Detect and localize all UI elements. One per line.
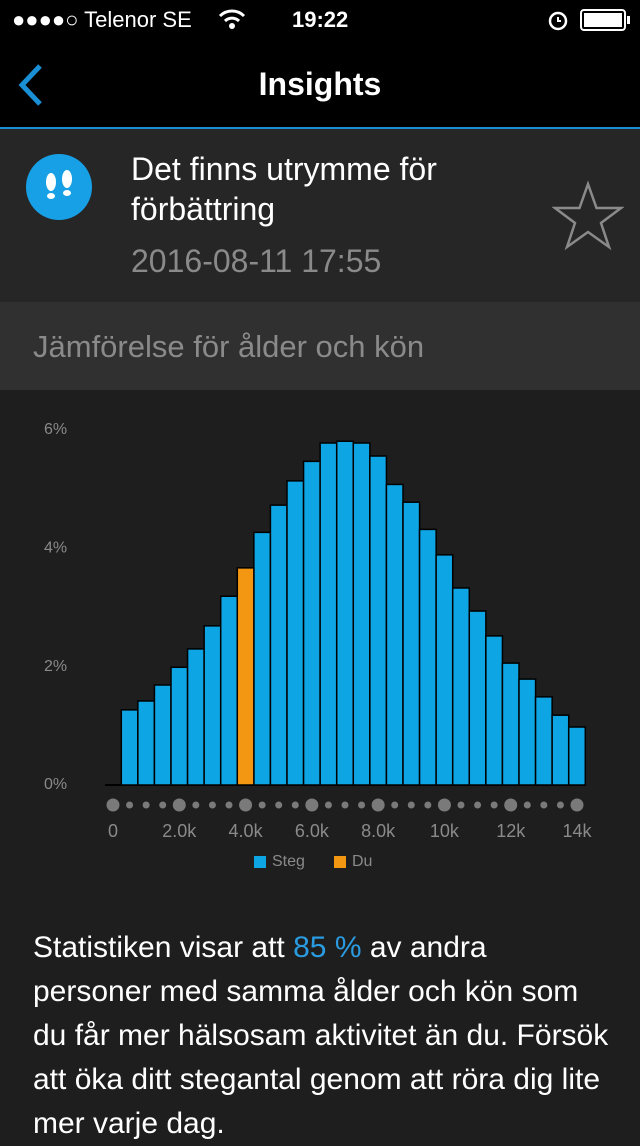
x-minor-dot (523, 801, 531, 809)
bar (551, 714, 570, 786)
x-tick-label: 4.0k (229, 821, 264, 841)
section-header: Jämförelse för ålder och kön (0, 302, 640, 390)
y-tick-label: 6% (44, 421, 67, 438)
bar (451, 587, 471, 786)
nav-bar: Insights (0, 40, 640, 129)
alarm-icon (548, 11, 568, 31)
x-minor-dot (358, 801, 366, 809)
insight-title: Det finns utrymme för förbättring (131, 151, 437, 227)
x-minor-dot (208, 801, 216, 809)
back-button[interactable] (14, 62, 46, 108)
x-minor-dot (142, 801, 150, 809)
steps-icon (26, 154, 92, 220)
x-minor-dot (540, 801, 548, 809)
x-tick-dot (437, 798, 451, 812)
text: av andra personer med samma ålder och kö… (33, 931, 609, 1140)
bar (186, 648, 205, 786)
bar (286, 480, 305, 786)
x-tick-label: 12k (496, 821, 526, 841)
bar (468, 610, 487, 786)
insight-card: Det finns utrymme för förbättring 2016-0… (0, 129, 640, 302)
insight-text: Statistiken visar att 85 % av andra pers… (33, 926, 613, 1146)
x-tick-label: 8.0k (361, 821, 396, 841)
insight-date: 2016-08-11 17:55 (131, 243, 382, 279)
x-tick-label: 10k (430, 821, 460, 841)
legend-label: Steg (272, 853, 305, 870)
nav-title: Insights (258, 66, 382, 102)
x-minor-dot (391, 801, 399, 809)
bar (435, 554, 454, 786)
bar (352, 442, 371, 786)
y-tick-label: 0% (44, 776, 67, 793)
bar (253, 531, 272, 786)
battery-icon (580, 9, 630, 31)
x-minor-dot (556, 801, 564, 809)
x-tick-label: 2.0k (162, 821, 197, 841)
bar (485, 635, 504, 786)
text: Statistiken visar att (33, 931, 294, 964)
x-minor-dot (324, 801, 332, 809)
legend-swatch (334, 856, 346, 868)
x-minor-dot (275, 801, 283, 809)
x-tick-dot (172, 798, 186, 812)
bar (567, 726, 587, 786)
favorite-star[interactable] (552, 181, 624, 251)
bar (170, 666, 189, 786)
x-minor-dot (424, 801, 432, 809)
bar (518, 678, 537, 786)
x-minor-dot (291, 801, 299, 809)
status-bar: ●●●●○ Telenor SE 19:22 (0, 0, 640, 40)
x-minor-dot (159, 801, 167, 809)
x-minor-dot (225, 801, 233, 809)
x-tick-dot (504, 798, 518, 812)
bar (534, 696, 553, 786)
bar (418, 528, 437, 786)
bar (137, 700, 156, 786)
bar (269, 504, 288, 786)
bar (402, 501, 421, 786)
section-title: Jämförelse för ålder och kön (33, 329, 425, 364)
carrier: ●●●●○ Telenor SE (12, 7, 192, 32)
bar (236, 567, 255, 786)
x-minor-dot (490, 801, 498, 809)
bar (369, 455, 388, 786)
x-tick-dot (570, 798, 584, 812)
x-tick-dot (371, 798, 385, 812)
x-tick-label: 6.0k (295, 821, 330, 841)
bar (219, 595, 239, 786)
x-minor-dot (192, 801, 200, 809)
bar (302, 460, 321, 786)
x-minor-dot (258, 801, 266, 809)
x-minor-dot (474, 801, 482, 809)
chart: 0% 2% 4% 6% 0 2.0k 4.0k 6.0k 8.0k 10k 12k 14k Steg Du (44, 421, 593, 870)
y-tick-label: 2% (44, 658, 67, 675)
highlight: 85 % (293, 931, 362, 964)
bar (120, 709, 139, 786)
legend-label: Du (352, 853, 372, 870)
x-minor-dot (126, 801, 134, 809)
bar (319, 442, 338, 786)
bar (335, 440, 355, 786)
bar (153, 684, 172, 786)
x-tick-dot (106, 798, 120, 812)
x-tick-label: 0 (108, 821, 118, 841)
x-minor-dot (341, 801, 349, 809)
x-minor-dot (457, 801, 465, 809)
x-tick-dot (239, 798, 253, 812)
bar (385, 483, 404, 786)
bar (203, 625, 222, 786)
bar (501, 662, 520, 786)
clock: 19:22 (292, 7, 349, 32)
x-tick-dot (305, 798, 319, 812)
x-minor-dot (407, 801, 415, 809)
x-tick-label: 14k (562, 821, 592, 841)
y-tick-label: 4% (44, 540, 67, 557)
legend-swatch (254, 856, 266, 868)
wifi-icon (218, 9, 246, 29)
